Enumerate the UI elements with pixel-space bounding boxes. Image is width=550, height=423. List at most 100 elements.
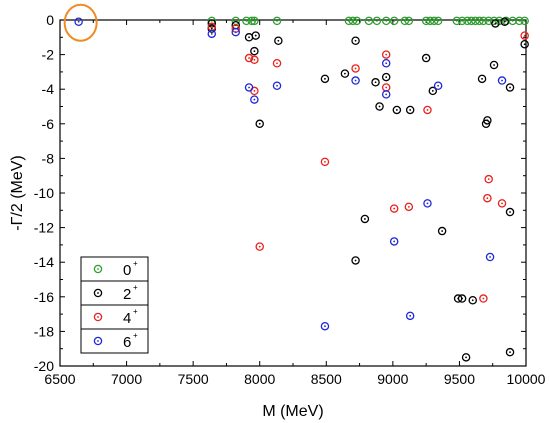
data-point	[207, 29, 217, 39]
data-point	[320, 74, 330, 84]
x-tick-label: 8000	[244, 371, 275, 387]
x-tick-label: 7500	[178, 371, 209, 387]
data-point	[250, 16, 259, 26]
data-point	[505, 207, 515, 217]
data-point	[405, 105, 415, 115]
data-point	[389, 204, 399, 213]
data-point	[491, 19, 500, 28]
x-tick-labels: 6500 7000 7500 8000 8500 9000 9500 10000	[44, 371, 545, 387]
data-point	[457, 294, 467, 303]
data-point	[421, 53, 431, 63]
data-point	[381, 90, 391, 99]
data-point	[231, 27, 240, 37]
legend-marker	[93, 264, 103, 274]
legend-marker	[93, 288, 103, 298]
data-point	[381, 59, 391, 68]
data-point	[272, 59, 282, 68]
data-point	[372, 16, 382, 26]
data-point	[250, 46, 259, 56]
data-point	[389, 237, 399, 246]
data-point	[468, 296, 477, 305]
data-point	[340, 69, 350, 78]
y-tick-label: 0	[46, 12, 54, 28]
data-point	[392, 105, 402, 115]
data-point	[484, 174, 493, 184]
y-tick-label: -4	[42, 81, 55, 97]
data-point	[428, 86, 438, 96]
data-point	[452, 16, 462, 26]
x-tick-label: 8500	[311, 371, 342, 387]
data-point	[250, 55, 259, 65]
data-point	[251, 31, 260, 40]
data-point	[351, 64, 360, 73]
x-tick-label: 9000	[377, 371, 408, 387]
data-point	[381, 72, 391, 82]
data-point	[483, 116, 492, 125]
data-point	[404, 202, 414, 212]
data-point	[505, 347, 515, 357]
data-point	[389, 16, 399, 26]
data-point	[360, 214, 370, 224]
data-point	[404, 16, 414, 26]
data-point	[244, 83, 254, 92]
legend-label: 6	[123, 334, 131, 351]
legend-label-sup: +	[133, 307, 138, 316]
x-tick-label: 10000	[507, 371, 546, 387]
data-point	[351, 36, 360, 46]
data-point	[375, 102, 384, 111]
legend-label-sup: +	[133, 283, 138, 292]
x-tick-label: 6500	[44, 371, 75, 387]
data-point	[437, 226, 447, 236]
data-point	[497, 76, 507, 85]
data-point	[272, 81, 282, 90]
y-axis-title: -Γ/2 (MeV)	[9, 155, 26, 230]
legend-marker	[93, 312, 103, 322]
data-point	[423, 199, 432, 208]
data-point	[505, 83, 515, 92]
data-point	[520, 16, 529, 26]
legend-item: 2 +	[93, 283, 138, 303]
legend-marker	[93, 336, 103, 346]
y-tick-label: -16	[34, 289, 54, 305]
y-tick-label: -8	[42, 150, 55, 166]
data-point	[477, 74, 487, 84]
data-point	[255, 242, 264, 251]
x-tick-label: 9500	[444, 371, 475, 387]
data-point	[433, 81, 443, 90]
data-point	[381, 50, 391, 59]
legend-item: 4 +	[93, 307, 138, 327]
highlight-ellipse	[63, 3, 98, 42]
data-point	[364, 16, 374, 26]
data-point	[381, 83, 391, 92]
data-point	[515, 16, 524, 26]
data-point	[479, 16, 488, 26]
y-tick-label: -18	[34, 323, 54, 339]
data-point	[479, 294, 488, 303]
y-tick-label: -12	[34, 220, 54, 236]
data-point	[320, 157, 330, 167]
data-point	[405, 311, 415, 321]
y-tick-label: -10	[34, 185, 54, 201]
y-tick-label: -6	[42, 116, 55, 132]
legend-label: 0	[123, 262, 131, 279]
data-point	[489, 60, 499, 70]
data-point	[320, 321, 330, 331]
data-point	[352, 16, 362, 26]
data-point	[272, 16, 282, 26]
data-point	[483, 193, 492, 203]
y-tick-label: -2	[42, 47, 55, 63]
data-point	[457, 16, 467, 26]
x-axis-title: M (MeV)	[262, 403, 323, 420]
legend-label: 2	[123, 286, 131, 303]
data-points	[74, 16, 529, 362]
data-point	[242, 16, 251, 26]
data-point	[255, 119, 264, 129]
data-point	[250, 95, 259, 104]
data-point	[244, 53, 254, 63]
data-point	[74, 17, 83, 26]
legend-label-sup: +	[133, 259, 138, 268]
data-point	[351, 256, 360, 265]
axis-ticks	[59, 19, 527, 367]
x-tick-label: 7000	[111, 371, 142, 387]
